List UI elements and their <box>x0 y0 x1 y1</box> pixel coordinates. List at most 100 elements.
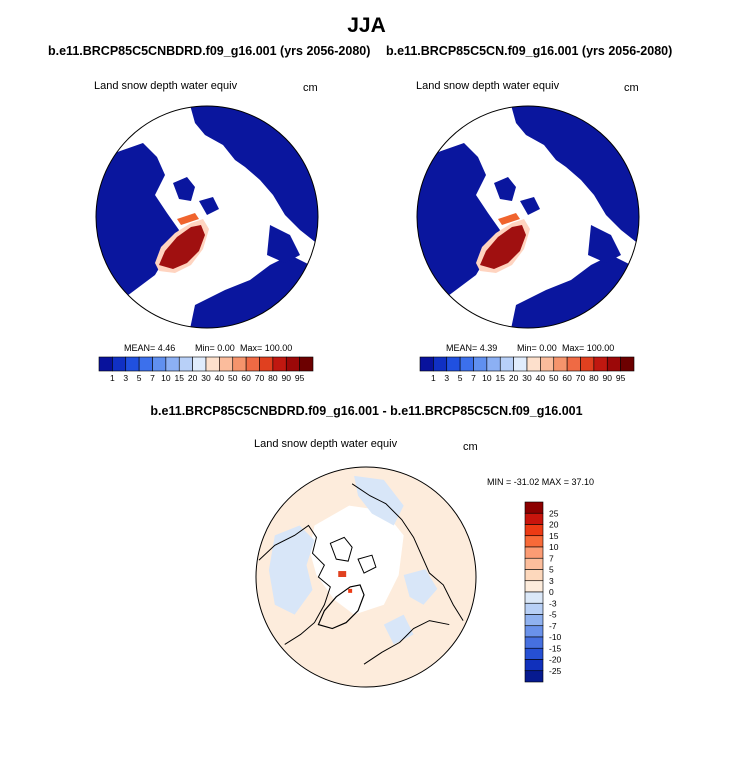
diff-negative-canada <box>268 525 315 615</box>
panel1-colorbar-tick-9: 50 <box>228 373 238 383</box>
panel2-colorbar-tick-5: 15 <box>496 373 506 383</box>
panel1-map <box>95 105 319 329</box>
panel1-colorbar-tick-11: 70 <box>255 373 265 383</box>
panel2-colorbar-tick-14: 95 <box>616 373 626 383</box>
diff-variable: Land snow depth water equiv <box>254 438 398 450</box>
diff-colorbar-tick-1: 20 <box>549 520 559 530</box>
panel1-colorbar-tick-8: 40 <box>215 373 225 383</box>
diff-colorbar-swatch-6 <box>524 569 544 582</box>
panel1-colorbar-swatch-9 <box>219 356 234 372</box>
panel1-colorbar-tick-3: 7 <box>150 373 155 383</box>
panel2-colorbar-tick-12: 80 <box>589 373 599 383</box>
diff-colorbar-tick-11: -10 <box>549 632 562 642</box>
diff-colorbar-swatch-12 <box>524 636 544 649</box>
panel2-land-islands <box>494 177 540 215</box>
panel2-colorbar-swatch-11 <box>566 356 581 372</box>
diff-coast-eurasia <box>351 483 464 621</box>
diff-map <box>255 466 477 688</box>
diff-coast-north-america <box>258 524 331 645</box>
panel1-colorbar-swatch-10 <box>232 356 247 372</box>
panel1-colorbar-tick-0: 1 <box>110 373 115 383</box>
diff-colorbar-tick-12: -15 <box>549 643 562 653</box>
diff-colorbar-tick-14: -25 <box>549 666 562 676</box>
panel2-land-east <box>588 225 621 263</box>
panel2-colorbar-swatch-3 <box>459 356 474 372</box>
diff-colorbar-swatch-2 <box>524 524 544 537</box>
panel2-colorbar-swatch-7 <box>513 356 528 372</box>
panel1-colorbar-swatch-3 <box>138 356 153 372</box>
diff-coast-south <box>363 620 450 665</box>
panel1-colorbar-swatch-1 <box>112 356 127 372</box>
panel1-colorbar-tick-4: 10 <box>161 373 171 383</box>
panel1-colorbar-swatch-2 <box>125 356 140 372</box>
panel2-colorbar-swatch-13 <box>593 356 608 372</box>
panel1-colorbar-tick-1: 3 <box>123 373 128 383</box>
panel2-greenland <box>480 225 526 269</box>
diff-colorbar-swatch-15 <box>524 670 544 683</box>
diff-colorbar-swatch-9 <box>524 602 544 615</box>
panel1-colorbar-tick-12: 80 <box>268 373 278 383</box>
panel1-colorbar-swatch-13 <box>272 356 287 372</box>
panel2-colorbar-swatch-14 <box>606 356 621 372</box>
diff-negative-south <box>383 614 414 645</box>
panel2-colorbar-swatch-15 <box>620 356 635 372</box>
diff-colorbar-swatch-0 <box>524 501 544 514</box>
panel1-title: b.e11.BRCP85C5CNBDRD.f09_g16.001 (yrs 20… <box>48 44 371 58</box>
panel1-colorbar-swatch-0 <box>98 356 113 372</box>
panel1-greenland <box>159 225 205 269</box>
panel2-colorbar-tick-0: 1 <box>431 373 436 383</box>
panel1-colorbar: 1 3 5 7 10 15 20 30 40 50 60 70 80 90 95 <box>98 356 314 383</box>
diff-colorbar-swatch-11 <box>524 625 544 638</box>
diff-colorbar-tick-8: -3 <box>549 598 557 608</box>
panel1-colorbar-swatch-15 <box>299 356 314 372</box>
panel1-colorbar-swatch-7 <box>192 356 207 372</box>
panel1-ice-band <box>177 213 199 225</box>
diff-colorbar-swatch-13 <box>524 647 544 660</box>
diff-colorbar-swatch-7 <box>524 580 544 593</box>
diff-colorbar-swatch-8 <box>524 591 544 604</box>
panel2-colorbar-tick-1: 3 <box>444 373 449 383</box>
panel2-colorbar-tick-13: 90 <box>603 373 613 383</box>
panel1-colorbar-tick-5: 15 <box>175 373 185 383</box>
diff-greenland-outline <box>317 584 365 630</box>
panel2-colorbar-tick-10: 60 <box>562 373 572 383</box>
panel2-colorbar-tick-11: 70 <box>576 373 586 383</box>
diff-min-max: MIN = -31.02 MAX = 37.10 <box>487 477 595 487</box>
diff-colorbar-tick-9: -5 <box>549 610 557 620</box>
panel2-variable: Land snow depth water equiv <box>416 80 560 92</box>
panel2-colorbar-swatch-4 <box>473 356 488 372</box>
diff-coast-islands <box>329 536 377 574</box>
panel1-colorbar-swatch-8 <box>205 356 220 372</box>
panel1-colorbar-swatch-4 <box>152 356 167 372</box>
diff-colorbar-swatch-5 <box>524 557 544 570</box>
diff-colorbar-tick-3: 10 <box>549 542 559 552</box>
panel1-colorbar-swatch-5 <box>165 356 180 372</box>
panel2-colorbar-swatch-2 <box>446 356 461 372</box>
diff-colorbar-tick-5: 5 <box>549 565 554 575</box>
diff-colorbar-tick-10: -7 <box>549 621 557 631</box>
diff-colorbar-tick-13: -20 <box>549 655 562 665</box>
panel2-max: Max= 100.00 <box>562 343 615 353</box>
panel2-title: b.e11.BRCP85C5CN.f09_g16.001 (yrs 2056-2… <box>386 44 673 58</box>
panel1-colorbar-swatch-14 <box>285 356 300 372</box>
panel2-colorbar-tick-3: 7 <box>471 373 476 383</box>
panel1-colorbar-swatch-6 <box>178 356 193 372</box>
diff-colorbar-swatch-14 <box>524 659 544 672</box>
diff-positive-spot-2 <box>348 588 353 593</box>
figure-title: JJA <box>347 14 386 37</box>
diff-colorbar-swatch-10 <box>524 614 544 627</box>
diff-colorbar-tick-4: 7 <box>549 553 554 563</box>
diff-colorbar-swatch-4 <box>524 546 544 559</box>
diff-colorbar-tick-0: 25 <box>549 508 559 518</box>
panel2-colorbar-swatch-8 <box>526 356 541 372</box>
panel1-max: Max= 100.00 <box>240 343 293 353</box>
panel2-colorbar-tick-2: 5 <box>458 373 463 383</box>
panel1-colorbar-tick-10: 60 <box>241 373 251 383</box>
panel2-colorbar-swatch-5 <box>486 356 501 372</box>
panel1-min: Min= 0.00 <box>195 343 235 353</box>
panel2-colorbar-swatch-0 <box>419 356 434 372</box>
diff-colorbar-tick-2: 15 <box>549 531 559 541</box>
panel1-colorbar-tick-13: 90 <box>282 373 292 383</box>
panel2-ice-band <box>498 213 520 225</box>
